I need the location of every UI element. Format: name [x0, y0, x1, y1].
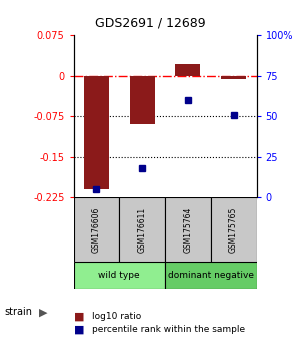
Bar: [165, 198, 211, 262]
Text: ■: ■: [74, 325, 84, 335]
Bar: [74, 198, 119, 262]
Bar: [221, 76, 246, 79]
Bar: [84, 76, 109, 189]
Text: GSM175764: GSM175764: [183, 207, 192, 253]
Text: log10 ratio: log10 ratio: [92, 312, 141, 321]
Bar: [119, 198, 165, 262]
Text: GSM176606: GSM176606: [92, 207, 101, 253]
Bar: [165, 262, 256, 289]
Bar: [211, 198, 256, 262]
Text: strain: strain: [4, 307, 32, 318]
Text: GDS2691 / 12689: GDS2691 / 12689: [95, 17, 205, 29]
Bar: [175, 64, 200, 76]
Text: ▶: ▶: [39, 307, 47, 318]
Text: dominant negative: dominant negative: [168, 271, 254, 280]
Text: ■: ■: [74, 312, 84, 322]
Bar: [74, 262, 165, 289]
Text: percentile rank within the sample: percentile rank within the sample: [92, 325, 244, 335]
Bar: [130, 76, 155, 125]
Text: wild type: wild type: [98, 271, 140, 280]
Text: GSM176611: GSM176611: [138, 207, 147, 253]
Text: GSM175765: GSM175765: [229, 207, 238, 253]
